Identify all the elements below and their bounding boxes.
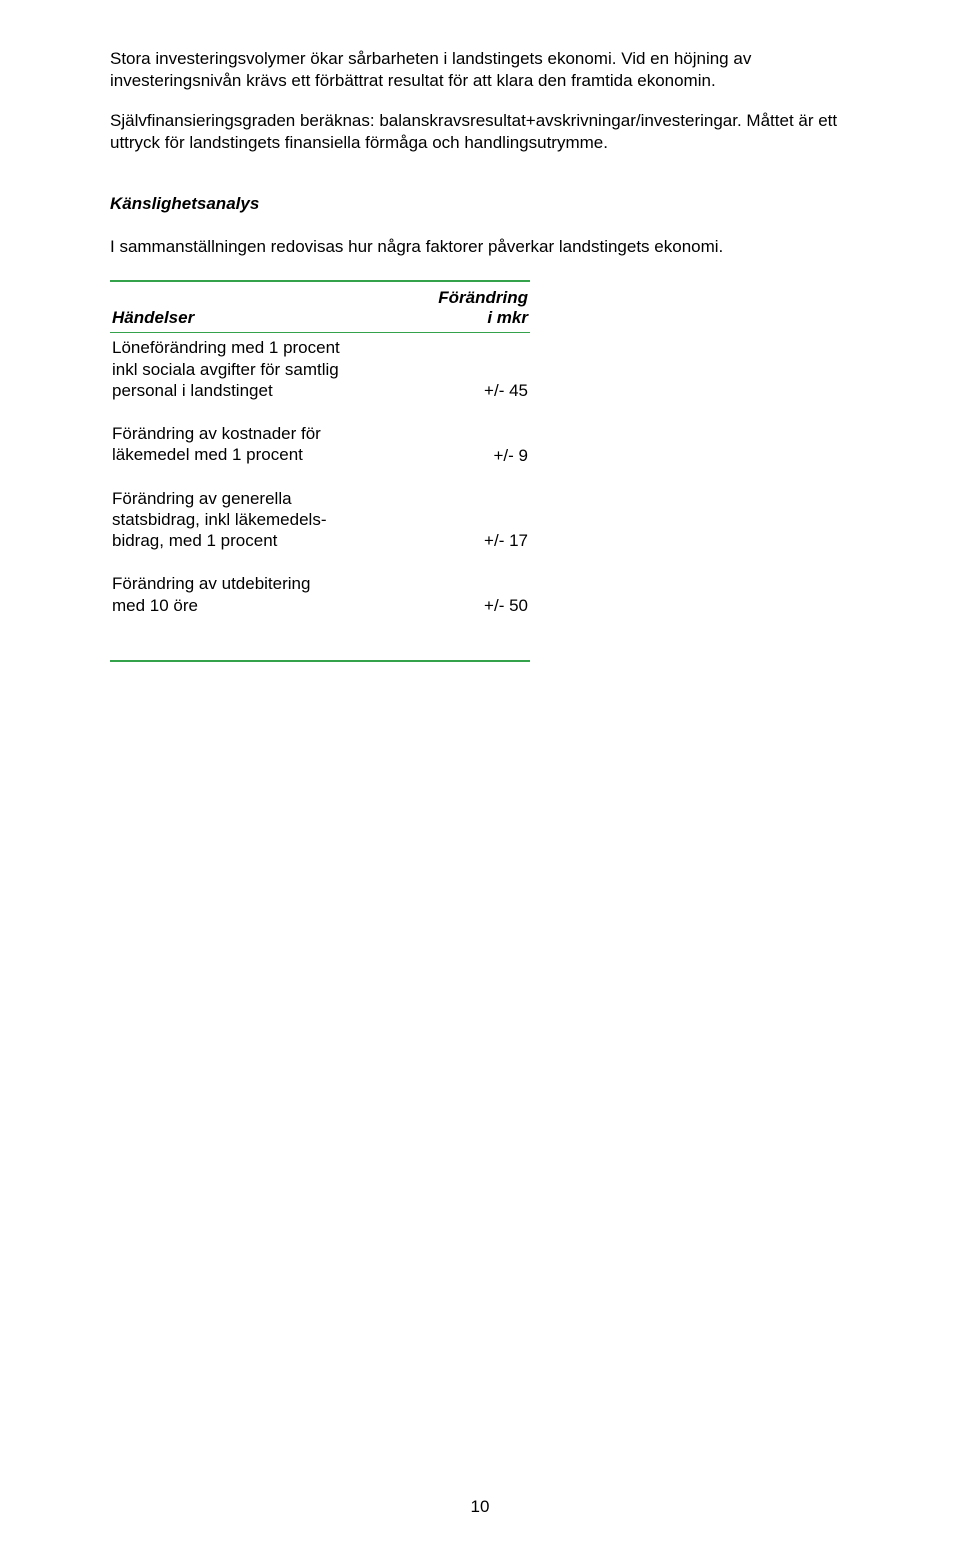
table-row-value: +/- 45 (472, 381, 528, 401)
table-row: Förändring av utdebiteringmed 10 öre +/-… (110, 569, 530, 620)
sensitivity-table: Händelser Förändring i mkr Löneförändrin… (110, 280, 530, 662)
table-row-value: +/- 50 (472, 596, 528, 616)
table-rule-bottom (110, 660, 530, 662)
table-row-label: Förändring av generellastatsbidrag, inkl… (112, 488, 326, 552)
table-header-right-line2: i mkr (487, 308, 528, 327)
table-header-right-line1: Förändring (438, 288, 528, 307)
section-title: Känslighetsanalys (110, 194, 850, 214)
page-number: 10 (0, 1497, 960, 1517)
table-row: Förändring av generellastatsbidrag, inkl… (110, 484, 530, 556)
table-header-right: Förändring i mkr (426, 288, 528, 328)
table-row-label: Löneförändring med 1 procentinkl sociala… (112, 337, 340, 401)
table-row-value: +/- 9 (482, 446, 529, 466)
table-row-value: +/- 17 (472, 531, 528, 551)
table-row-label: Förändring av kostnader förläkemedel med… (112, 423, 321, 466)
table-header-row: Händelser Förändring i mkr (110, 282, 530, 332)
paragraph-2: Självfinansieringsgraden beräknas: balan… (110, 110, 850, 154)
table-row-label: Förändring av utdebiteringmed 10 öre (112, 573, 310, 616)
table-header-left: Händelser (112, 307, 194, 328)
table-row: Löneförändring med 1 procentinkl sociala… (110, 333, 530, 405)
section-intro: I sammanställningen redovisas hur några … (110, 236, 850, 258)
table-row: Förändring av kostnader förläkemedel med… (110, 419, 530, 470)
paragraph-1: Stora investeringsvolymer ökar sårbarhet… (110, 48, 850, 92)
